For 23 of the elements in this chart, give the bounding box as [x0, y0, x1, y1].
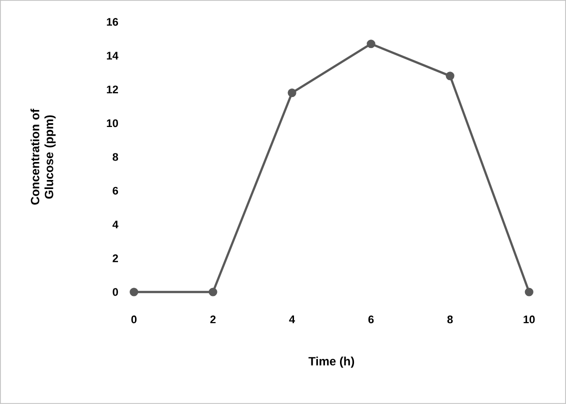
x-tick-label: 6 [368, 316, 374, 324]
y-tick-label: 8 [112, 153, 118, 161]
point [366, 40, 376, 48]
y-tick-label: 12 [106, 86, 118, 94]
y-axis-title: Concentration of Glucose (ppm) [30, 108, 56, 205]
y-tick-label: 14 [106, 52, 118, 60]
x-tick-label: 10 [524, 316, 535, 324]
x-tick-label: 0 [131, 316, 137, 324]
y-tick-label: 2 [112, 254, 118, 262]
point [524, 288, 534, 296]
x-tick-label: 8 [447, 316, 453, 324]
x-tick-label: 2 [210, 316, 216, 324]
y-tick-label: 0 [112, 288, 118, 296]
point [288, 88, 296, 98]
y-tick-label: 16 [106, 18, 118, 26]
point [208, 288, 218, 296]
x-axis-title: Time (h) [308, 356, 354, 368]
y-tick-label: 4 [112, 220, 118, 228]
y-tick-label: 6 [112, 186, 118, 195]
point [130, 288, 138, 296]
x-tick-label: 4 [289, 316, 295, 324]
point [446, 72, 454, 80]
y-tick-label: 10 [106, 119, 118, 128]
